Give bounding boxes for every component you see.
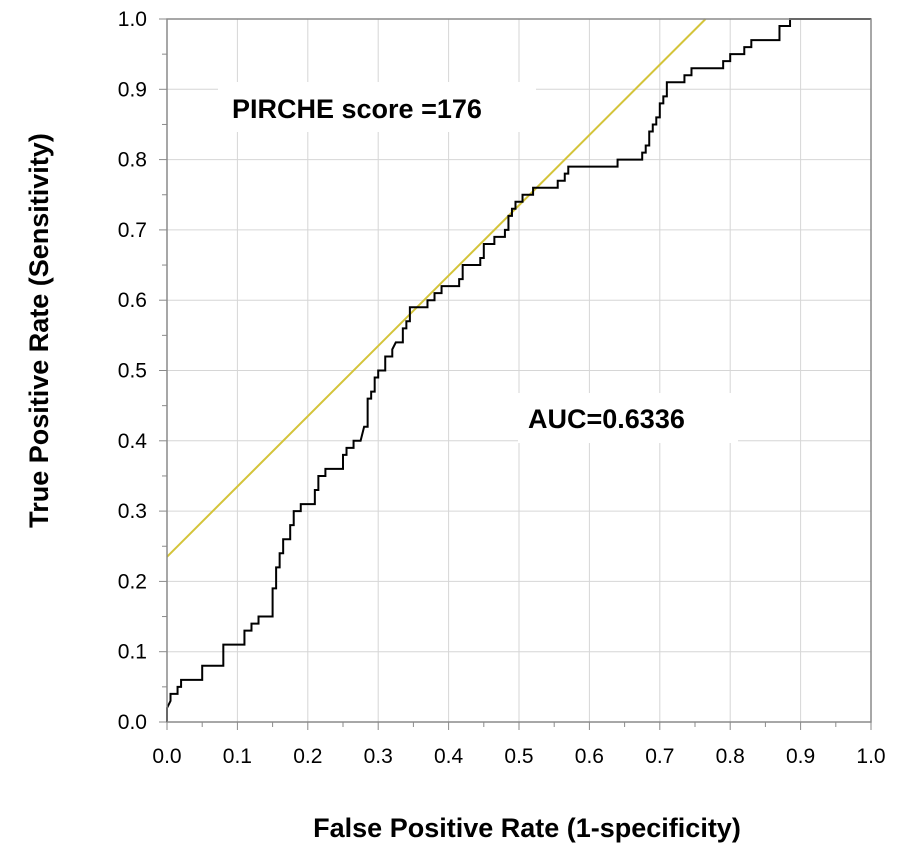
x-tick-label: 0.4 bbox=[434, 745, 464, 768]
y-axis-tick-labels: 0.0 0.1 0.2 0.3 0.4 0.5 0.6 0.7 0.8 0.9 1.0 bbox=[118, 8, 148, 734]
x-axis-tick-labels: 0.0 0.1 0.2 0.3 0.4 0.5 0.6 0.7 0.8 0.9 1.0 bbox=[152, 745, 885, 768]
x-tick-label: 0.7 bbox=[645, 745, 674, 768]
minor-ticks bbox=[159, 18, 872, 730]
x-tick-label: 0.9 bbox=[786, 745, 815, 768]
y-tick-label: 0.6 bbox=[118, 289, 147, 312]
cutoff-annotation: PIRCHE score =176 bbox=[232, 94, 482, 124]
y-tick-label: 0.0 bbox=[118, 711, 147, 734]
series-layer bbox=[166, 18, 871, 722]
x-tick-label: 0.5 bbox=[504, 745, 533, 768]
y-tick-label: 0.8 bbox=[118, 149, 147, 172]
x-tick-label: 0.3 bbox=[364, 745, 393, 768]
x-tick-label: 0.1 bbox=[223, 745, 252, 768]
y-tick-label: 0.2 bbox=[118, 570, 147, 593]
x-tick-label: 0.0 bbox=[152, 745, 181, 768]
cutoff-annotation-background bbox=[218, 82, 536, 132]
roc-curve-line bbox=[166, 18, 871, 722]
x-tick-label: 0.2 bbox=[293, 745, 322, 768]
plot-frame bbox=[166, 18, 872, 723]
y-tick-label: 0.3 bbox=[118, 500, 147, 523]
auc-annotation-background bbox=[518, 393, 738, 443]
y-tick-label: 1.0 bbox=[118, 8, 147, 31]
x-tick-label: 1.0 bbox=[856, 745, 885, 768]
x-tick-label: 0.6 bbox=[575, 745, 604, 768]
y-tick-label: 0.4 bbox=[118, 430, 148, 453]
y-tick-label: 0.7 bbox=[118, 219, 147, 242]
x-axis-title: False Positive Rate (1-specificity) bbox=[313, 813, 741, 843]
x-tick-label: 0.8 bbox=[716, 745, 745, 768]
y-tick-label: 0.1 bbox=[118, 641, 147, 664]
tangent-line bbox=[166, 18, 707, 558]
y-tick-label: 0.5 bbox=[118, 360, 147, 383]
y-axis-title: True Positive Rate (Sensitivity) bbox=[24, 133, 54, 528]
auc-annotation: AUC=0.6336 bbox=[528, 404, 685, 434]
y-tick-label: 0.9 bbox=[118, 78, 147, 101]
